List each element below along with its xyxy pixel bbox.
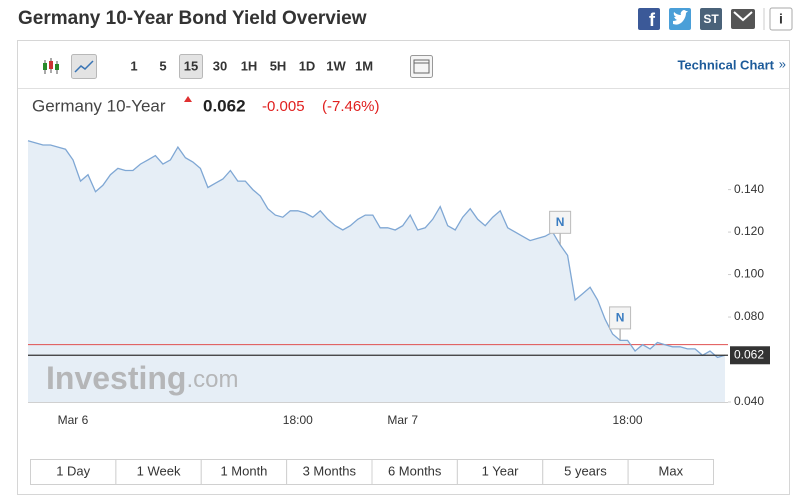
range-label: 1 Month [220,463,267,478]
interval-button[interactable]: 1W [326,58,346,73]
watermark: Investing.com [46,360,238,396]
interval-button[interactable]: 5H [270,58,287,73]
watermark-brand: Investing [46,360,186,396]
range-button[interactable] [30,459,117,485]
page-title: Germany 10-Year Bond Yield Overview [18,8,367,29]
range-label: 5 years [564,463,607,478]
interval-button[interactable]: 5 [159,58,166,73]
candlestick-button[interactable] [43,58,59,74]
mail-glyph [733,11,753,22]
line-chart-button[interactable] [71,54,97,79]
interval-selected[interactable] [179,54,203,79]
range-label: Max [659,463,684,478]
watermark-suffix: .com [186,366,238,393]
interval-group: 1 5 15 30 1H 5H 1D 1W 1M [130,54,373,79]
y-tick-label: 0.120 [734,224,764,238]
interval-button[interactable]: 1 [130,58,137,73]
stocktwits-glyph: ST [703,12,719,26]
range-button[interactable] [115,459,202,485]
interval-button[interactable]: 15 [184,58,198,73]
x-tick-label: 18:00 [613,413,643,427]
down-flag [184,96,192,102]
interval-button[interactable]: 1H [241,58,258,73]
area-fill [28,140,725,402]
y-tick-label: 0.080 [734,309,764,323]
plot: Investing.com 0.062 0.040 0.080 0.100 0.120 0.… [27,140,770,427]
range-label: 1 Day [56,463,90,478]
range-label: 1 Year [482,463,520,478]
calendar-glyph [413,59,430,74]
y-tick-label: 0.100 [734,267,764,281]
range-label: 6 Months [388,463,442,478]
news-marker-label: N [556,215,565,229]
news-marker[interactable] [609,306,632,330]
price-change: -0.005 [262,98,305,115]
stocktwits-icon[interactable] [700,8,722,30]
current-price-tag [730,346,770,365]
calendar-button[interactable] [410,55,433,78]
range-button[interactable] [627,459,714,485]
range-button[interactable] [542,459,629,485]
price-change-pct: (-7.46%) [322,98,380,115]
range-bar: 1 Day 1 Week 1 Month 3 Months 6 Months 1 Year… [30,459,714,485]
info-icon[interactable] [769,7,793,31]
range-label: 3 Months [303,463,357,478]
x-tick-label: Mar 6 [58,413,89,427]
y-tick-label: 0.140 [734,182,764,196]
facebook-icon[interactable] [638,8,660,30]
x-tick-label: Mar 7 [387,413,418,427]
technical-chart-link[interactable]: Technical Chart [677,57,774,72]
current-price-label: 0.062 [734,347,764,361]
twitter-glyph [673,10,688,25]
facebook-glyph: f [649,10,656,30]
news-marker-label: N [616,311,625,325]
news-marker[interactable] [549,210,572,234]
x-tick-label: 18:00 [283,413,313,427]
range-label: 1 Week [137,463,181,478]
range-button[interactable] [456,459,544,485]
technical-chart-arrow[interactable]: » [779,56,786,71]
range-button[interactable] [200,459,288,485]
last-price: 0.062 [203,96,246,115]
line-chart-glyph [74,60,94,73]
price-line [27,140,726,359]
interval-button[interactable]: 30 [213,58,227,73]
instrument-name: Germany 10-Year [32,96,166,115]
interval-button[interactable]: 1M [355,58,373,73]
info-glyph: i [779,11,783,27]
interval-button[interactable]: 1D [299,58,316,73]
y-tick-label: 0.040 [734,394,764,408]
